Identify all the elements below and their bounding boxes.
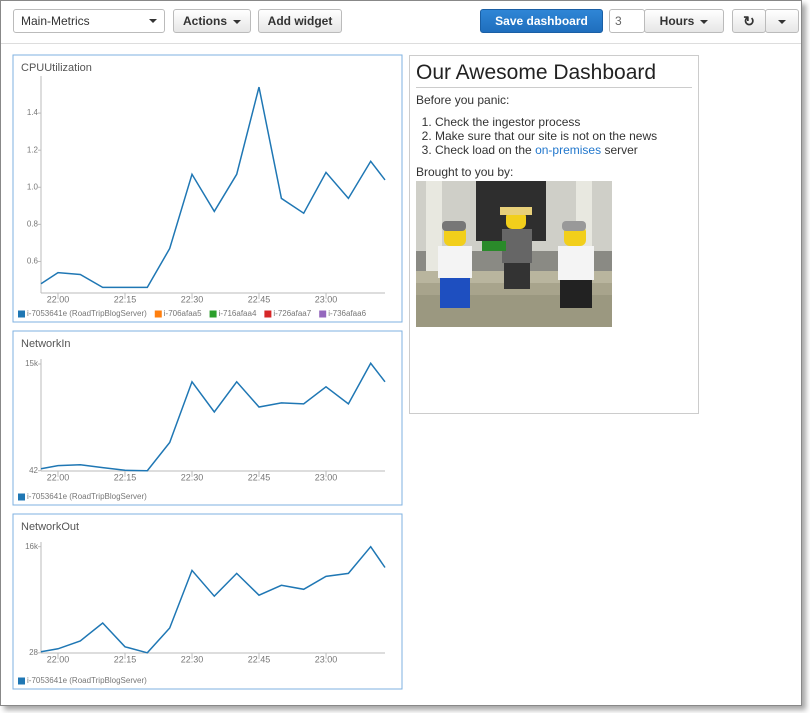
- actions-button[interactable]: Actions: [173, 9, 251, 33]
- x-tick-label: 22:15: [114, 472, 137, 482]
- label: Hours: [659, 14, 695, 28]
- credit: Brought to you by:: [416, 165, 514, 179]
- x-tick-label: 23:00: [315, 654, 338, 664]
- x-tick-label: 22:30: [181, 294, 204, 304]
- y-tick-label: 1.4: [27, 108, 39, 117]
- lego-photo: [416, 181, 612, 327]
- caret: [700, 19, 709, 24]
- legend-swatch: [18, 310, 25, 318]
- legend-swatch: [264, 310, 272, 318]
- y-tick-label: 28: [29, 648, 38, 657]
- widget-frame: [12, 54, 403, 323]
- y-tick-label: 1.0: [27, 182, 39, 191]
- step: Make sure that our site is not on the ne…: [435, 129, 698, 143]
- refresh-button[interactable]: ↻: [732, 9, 766, 33]
- legend-label: i-7053641e (RoadTripBlogServer): [27, 492, 147, 501]
- range-unit-button[interactable]: Hours: [644, 9, 724, 33]
- text-widget-title: Our Awesome Dashboard: [416, 61, 692, 88]
- step: Check load on the on-premises server: [435, 143, 698, 157]
- line: [40, 545, 386, 654]
- step-text: Check load on the: [435, 143, 532, 157]
- x-tick-label: 22:00: [47, 472, 70, 482]
- save-dashboard-button[interactable]: Save dashboard: [480, 9, 603, 33]
- x-tick-label: 22:15: [114, 654, 137, 664]
- step: Check the ingestor process: [435, 115, 698, 129]
- x-tick-label: 22:30: [181, 654, 204, 664]
- link[interactable]: on-premises: [535, 143, 602, 157]
- widget-title: CPUUtilization: [21, 62, 92, 74]
- caret: [233, 19, 241, 24]
- add-widget-button[interactable]: Add widget: [258, 9, 342, 33]
- legend-label: i-726afaa7: [273, 309, 311, 318]
- legend-label: i-716afaa4: [219, 309, 257, 318]
- legend-swatch: [18, 493, 25, 501]
- x-tick-label: 22:45: [248, 472, 271, 482]
- step-text: server: [604, 143, 638, 157]
- widget-title: NetworkOut: [21, 521, 79, 533]
- label: Save dashboard: [495, 14, 588, 28]
- dashboard-select[interactable]: Main-Metrics: [13, 9, 165, 33]
- widget-frame: [12, 513, 403, 690]
- text-widget: Our Awesome Dashboard Before you panic: …: [409, 55, 699, 414]
- legend-swatch: [154, 310, 162, 318]
- legend-swatch: [319, 310, 327, 318]
- y-tick-label: 15k: [25, 359, 39, 368]
- y-tick-label: 1.2: [27, 145, 39, 154]
- x-tick-label: 22:30: [181, 472, 204, 482]
- x-tick-label: 22:00: [47, 654, 70, 664]
- legend-label: i-7053641e (RoadTripBlogServer): [27, 309, 147, 318]
- label: Add widget: [267, 14, 333, 28]
- x-tick-label: 22:45: [248, 654, 271, 664]
- y-tick-label: 0.8: [27, 219, 39, 228]
- legend-label: i-7053641e (RoadTripBlogServer): [27, 676, 147, 685]
- refresh-options-button[interactable]: [765, 9, 799, 33]
- legend-swatch: [209, 310, 217, 318]
- y-tick-label: 42: [29, 466, 38, 475]
- widget-frame: [12, 330, 403, 506]
- y-tick-label: 0.6: [27, 257, 39, 266]
- x-tick-label: 22:00: [47, 294, 70, 304]
- x-tick-label: 22:45: [248, 294, 271, 304]
- widget-title: NetworkIn: [21, 338, 71, 350]
- legend-label: i-706afaa5: [164, 309, 202, 318]
- dashboard-name: Main-Metrics: [21, 14, 90, 28]
- caret: [149, 19, 157, 23]
- separator: [1, 43, 801, 44]
- caret: [778, 19, 786, 24]
- intro: Before you panic:: [416, 93, 510, 107]
- x-tick-label: 23:00: [315, 472, 338, 482]
- legend-label: i-736afaa6: [328, 309, 366, 318]
- line: [40, 361, 386, 472]
- steps: Check the ingestor process Make sure tha…: [410, 115, 698, 157]
- legend-swatch: [18, 677, 25, 685]
- y-tick-label: 16k: [25, 542, 39, 551]
- x-tick-label: 22:15: [114, 294, 137, 304]
- line: [40, 86, 386, 289]
- charts: CPUUtilization 0.6 0.8 1.0 1.2 1.4 22:00 22:15 2…: [12, 54, 403, 690]
- value: 3: [615, 14, 622, 28]
- label: Actions: [182, 14, 227, 28]
- x-tick-label: 23:00: [315, 294, 338, 304]
- range-input[interactable]: 3: [609, 9, 645, 33]
